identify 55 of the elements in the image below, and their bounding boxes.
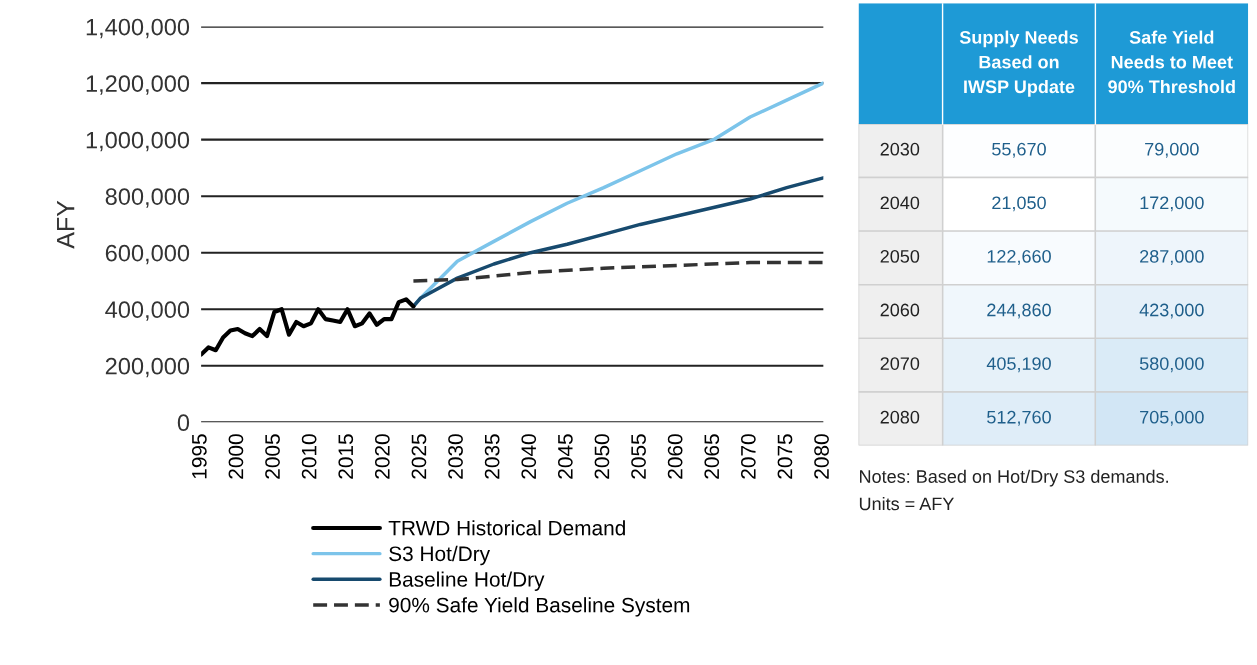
x-tick-label: 2055 — [631, 434, 646, 479]
y-tick-label: 2040 — [880, 196, 920, 210]
x-tick-label: 2010 — [301, 434, 317, 479]
x-tick-label: 2075 — [777, 434, 793, 479]
data-label: 423,000 — [1139, 303, 1204, 319]
x-tick-label: 1995 — [191, 434, 207, 479]
y-tick-label: 200,000 — [105, 357, 190, 378]
data-label: 705,000 — [1140, 410, 1204, 426]
x-tick-label: 2000 — [228, 434, 244, 479]
x-tick-label: 2065 — [704, 434, 720, 479]
x-tick-label: 2060 — [667, 434, 683, 479]
x-tick-label: 2035 — [484, 434, 500, 479]
data-label: 79,000 — [1145, 142, 1199, 158]
y-tick-label: 2050 — [880, 250, 920, 263]
y-tick-label: 400,000 — [105, 301, 190, 321]
x-tick-label: Safe Yield Needs to Meet 90% Threshold — [1108, 30, 1235, 94]
line-series — [201, 297, 416, 357]
x-tick-label: 2030 — [448, 434, 463, 479]
x-tick-label: 2050 — [594, 434, 610, 479]
x-tick-label: 2040 — [521, 434, 537, 479]
y-tick-label: 1,200,000 — [86, 75, 190, 95]
y-tick-label: 0 — [177, 414, 190, 432]
y-tick-label: 2060 — [880, 303, 920, 317]
data-label: 244,860 — [987, 303, 1051, 319]
x-tick-label: 2020 — [374, 434, 390, 479]
x-tick-label: 2080 — [814, 434, 829, 479]
x-tick-label: 2070 — [740, 434, 756, 479]
y-tick-label: 1,000,000 — [86, 131, 190, 152]
data-label: 21,050 — [992, 196, 1046, 212]
data-label: 172,000 — [1140, 196, 1204, 212]
y-tick-label: 800,000 — [105, 188, 190, 208]
text: Notes: Based on Hot/Dry S3 demands. Units = AFY — [859, 469, 1168, 511]
legend-label: Baseline Hot/Dry — [389, 571, 545, 591]
x-tick-label: Supply Needs Based on IWSP Update — [959, 30, 1078, 97]
data-label: 405,190 — [986, 357, 1051, 373]
data-label: 512,760 — [987, 410, 1051, 426]
y-axis-title: AFY — [57, 200, 75, 249]
y-tick-label: 1,400,000 — [86, 18, 190, 39]
data-label: 580,000 — [1139, 357, 1204, 373]
legend-label: TRWD Historical Demand — [388, 520, 625, 536]
y-tick-label: 2030 — [880, 142, 920, 156]
x-tick-label: 2025 — [411, 434, 427, 479]
y-tick-label: 2080 — [880, 410, 920, 424]
data-label: 122,660 — [987, 250, 1051, 265]
legend-label: S3 Hot/Dry — [389, 545, 491, 566]
data-label: 55,670 — [992, 142, 1046, 158]
line-series — [411, 260, 824, 283]
y-tick-label: 2070 — [880, 357, 920, 370]
y-tick-label: 600,000 — [105, 244, 190, 265]
line-series — [411, 176, 824, 309]
x-tick-label: 2045 — [557, 434, 573, 479]
data-label: 287,000 — [1140, 250, 1204, 265]
x-tick-label: 2005 — [265, 434, 280, 479]
x-tick-label: 2015 — [338, 434, 354, 479]
legend-label: 90% Safe Yield Baseline System — [389, 597, 690, 617]
